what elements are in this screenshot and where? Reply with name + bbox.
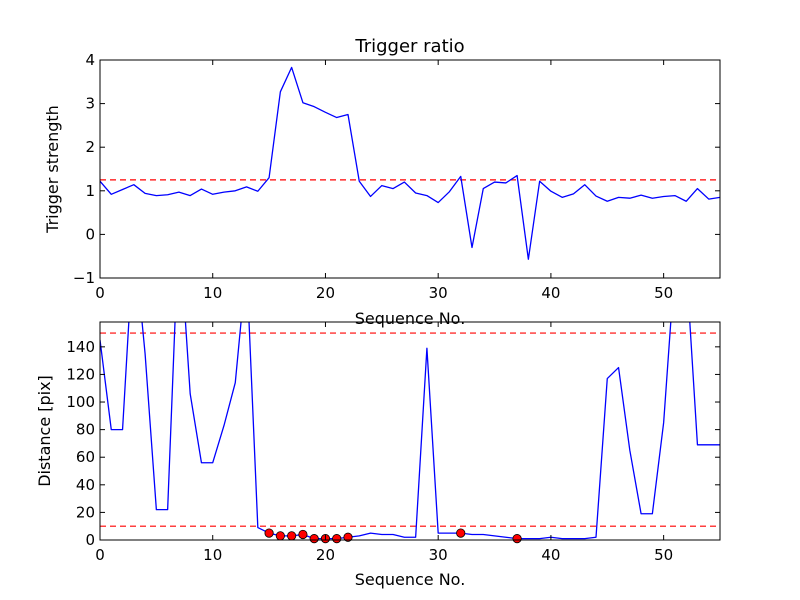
top-data-series [100,66,720,260]
bottom-marker-point-2 [287,531,297,541]
bottom-y-tick-label: 40 [76,476,95,494]
top-chart-title: Trigger ratio [354,36,464,57]
bottom-plot-frame [99,321,721,541]
top-y-tick-label: 2 [85,138,95,156]
bottom-y-tick-label: 60 [76,448,95,466]
top-x-tick-label: 30 [429,284,448,302]
bottom-x-tick-label: 40 [541,546,560,564]
bottom-marker-point-8 [456,528,466,538]
bottom-marker-point-6 [332,534,342,544]
bottom-y-axis-label: Distance [pix] [35,375,54,487]
bottom-y-tick-label: 120 [66,365,95,383]
bottom-marker-point-0 [264,528,274,538]
bottom-marker-point-4 [309,534,319,544]
top-plot-frame [99,59,721,279]
bottom-x-axis-label: Sequence No. [355,570,466,589]
bottom-y-tick-label: 0 [85,531,95,549]
bottom-x-tick-label: 50 [654,546,673,564]
bottom-marker-point-1 [275,531,285,541]
bottom-x-axis-ticks: 0 10 20 30 40 50 [95,322,673,564]
top-y-axis-label: Trigger strength [43,105,62,234]
bottom-x-tick-label: 20 [316,546,335,564]
bottom-y-tick-label: 100 [66,393,95,411]
bottom-series-line [100,322,720,540]
top-y-tick-label: 4 [85,51,95,69]
top-x-axis-label: Sequence No. [355,309,466,328]
top-x-tick-label: 20 [316,284,335,302]
bottom-marker-point-3 [298,529,308,540]
bottom-y-tick-label: 20 [76,503,95,521]
bottom-x-tick-label: 10 [203,546,222,564]
top-y-tick-label: 0 [85,225,95,243]
top-y-tick-label: −1 [73,269,95,287]
bottom-data-series [100,322,720,540]
top-series-line [100,66,720,260]
top-y-axis-ticks: −1 0 1 2 3 4 [73,51,720,287]
bottom-marker-point-7 [343,532,353,542]
bottom-x-tick-label: 30 [429,546,448,564]
top-y-tick-label: 3 [85,95,95,113]
top-x-axis-ticks: 0 10 20 30 40 50 [95,60,673,302]
bottom-y-tick-label: 140 [66,338,95,356]
bottom-x-tick-label: 0 [95,546,105,564]
top-x-tick-label: 10 [203,284,222,302]
bottom-y-tick-label: 80 [76,421,95,439]
bottom-chart: 0 10 20 30 40 50 0 20 40 60 80 100 120 140 Sequence … [35,321,721,589]
bottom-marker-point-9 [512,534,522,544]
bottom-y-axis-ticks: 0 20 40 60 80 100 120 140 [66,338,720,549]
bottom-markers [264,528,522,544]
top-y-tick-label: 1 [85,182,95,200]
top-x-tick-label: 40 [541,284,560,302]
top-x-tick-label: 0 [95,284,105,302]
bottom-threshold-lines [100,332,720,527]
top-x-tick-label: 50 [654,284,673,302]
